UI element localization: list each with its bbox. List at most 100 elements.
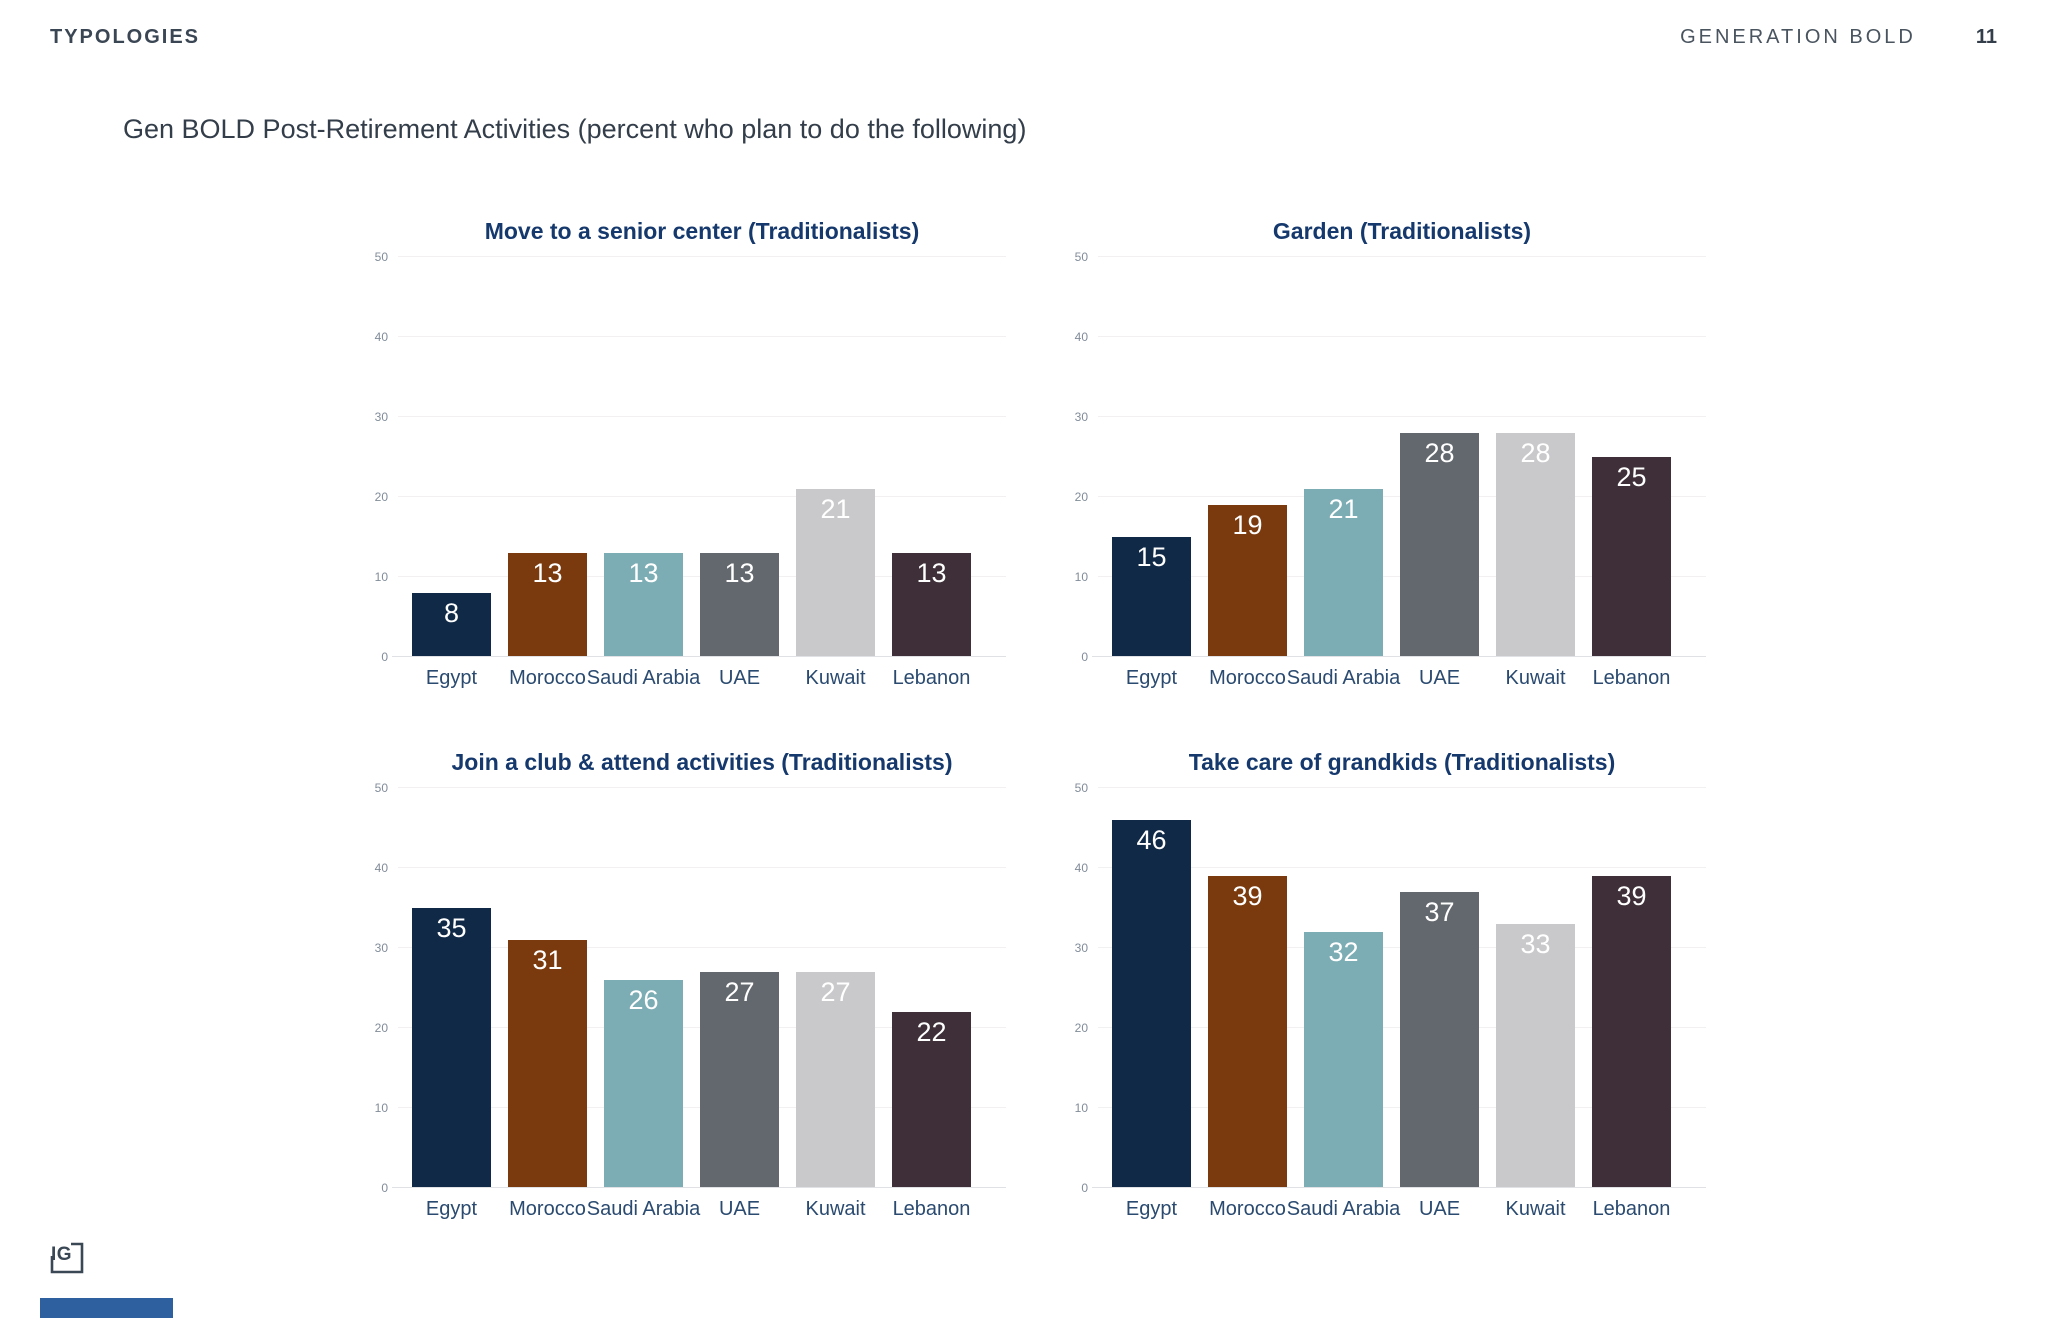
x-axis-label: Lebanon — [1592, 667, 1671, 689]
plot-area: 0 10 20 30 40 50 8 Egypt 13 Morocco 13 Saudi Arabia… — [375, 250, 1006, 689]
bar: 39 — [1592, 876, 1671, 1188]
bar: 37 — [1400, 892, 1479, 1188]
plot-area: 0 10 20 30 40 50 15 Egypt 19 Morocco 21 Saudi Arabi… — [1075, 250, 1706, 689]
bar: 32 — [1304, 932, 1383, 1188]
x-axis-label: UAE — [718, 1198, 761, 1220]
gridline — [398, 336, 1006, 337]
y-axis-tick: 30 — [1074, 941, 1088, 955]
ig-logo: IG — [47, 1240, 87, 1281]
gridline — [1098, 336, 1706, 337]
chart-join-a-club: Join a club & attend activities (Traditi… — [336, 741, 1006, 1246]
x-axis-label: Kuwait — [805, 1198, 866, 1220]
gridline — [1098, 867, 1706, 868]
page-title: Gen BOLD Post-Retirement Activities (per… — [123, 114, 1027, 144]
bar: 13 — [508, 553, 587, 657]
gridline — [398, 947, 1006, 948]
chart-title: Move to a senior center (Traditionalists… — [484, 218, 920, 244]
bar-value-label: 22 — [916, 1017, 947, 1047]
x-axis-label: UAE — [1418, 667, 1461, 689]
y-axis-tick: 30 — [374, 410, 388, 424]
bar: 8 — [412, 593, 491, 657]
page-number: 11 — [1975, 26, 1997, 48]
y-axis-tick: 0 — [1081, 650, 1088, 664]
bar-value-label: 39 — [1232, 881, 1263, 911]
chart-title: Join a club & attend activities (Traditi… — [451, 749, 953, 775]
x-axis-label: Egypt — [1125, 1198, 1178, 1220]
section-label: TYPOLOGIES — [50, 26, 201, 48]
y-axis-tick: 10 — [374, 570, 388, 584]
bar: 21 — [796, 489, 875, 657]
gridline — [1098, 787, 1706, 788]
bar-value-label: 37 — [1424, 897, 1455, 927]
header: TYPOLOGIES GENERATION BOLD 11 — [50, 26, 1997, 56]
bar-value-label: 35 — [436, 913, 467, 943]
y-axis-tick: 40 — [374, 330, 388, 344]
bar-value-label: 27 — [724, 977, 755, 1007]
plot-area: 0 10 20 30 40 50 46 Egypt 39 Morocco 32 Saudi Arabi… — [1075, 781, 1706, 1220]
y-axis-tick: 10 — [1074, 1101, 1088, 1115]
y-axis-tick: 20 — [374, 490, 388, 504]
bar: 13 — [892, 553, 971, 657]
bar-value-label: 28 — [1520, 438, 1551, 468]
x-axis-label: Lebanon — [1592, 1198, 1671, 1220]
footer-accent-bar — [40, 1298, 173, 1318]
y-axis-tick: 0 — [1081, 1181, 1088, 1195]
bar-value-label: 15 — [1136, 542, 1167, 572]
x-axis-label: Morocco — [509, 667, 586, 689]
bar: 27 — [796, 972, 875, 1188]
y-axis-tick: 20 — [1074, 490, 1088, 504]
bar-value-label: 32 — [1328, 937, 1359, 967]
bar-value-label: 25 — [1616, 462, 1647, 492]
y-axis-tick: 0 — [381, 650, 388, 664]
bar: 22 — [892, 1012, 971, 1188]
bar: 13 — [604, 553, 683, 657]
x-axis-label: Saudi Arabia — [1286, 667, 1401, 689]
bar: 27 — [700, 972, 779, 1188]
bar-value-label: 19 — [1232, 510, 1263, 540]
bar: 28 — [1400, 433, 1479, 657]
x-axis-label: Morocco — [1209, 1198, 1286, 1220]
bar: 28 — [1496, 433, 1575, 657]
header-right: GENERATION BOLD 11 — [1680, 26, 1997, 49]
y-axis-tick: 50 — [374, 250, 388, 264]
bar-value-label: 46 — [1136, 825, 1167, 855]
y-axis-tick: 40 — [1074, 861, 1088, 875]
bar-value-label: 13 — [532, 558, 563, 588]
x-axis-label: Saudi Arabia — [1286, 1198, 1401, 1220]
x-axis-label: Morocco — [1209, 667, 1286, 689]
gridline — [398, 256, 1006, 257]
x-axis-label: Egypt — [1125, 667, 1178, 689]
x-axis-label: Egypt — [425, 1198, 478, 1220]
gridline — [398, 787, 1006, 788]
bar: 25 — [1592, 457, 1671, 657]
y-axis-tick: 10 — [374, 1101, 388, 1115]
x-axis-label: Kuwait — [1505, 1198, 1566, 1220]
logo-text: IG — [51, 1244, 72, 1265]
chart-title: Garden (Traditionalists) — [1272, 218, 1532, 244]
gridline — [1098, 416, 1706, 417]
x-axis-label: Saudi Arabia — [586, 667, 701, 689]
y-axis-tick: 50 — [1074, 781, 1088, 795]
gridline — [398, 496, 1006, 497]
chart-take-care-of-grandkids: Take care of grandkids (Traditionalists)… — [1036, 741, 1706, 1246]
y-axis-tick: 10 — [1074, 570, 1088, 584]
x-axis-label: Lebanon — [892, 1198, 971, 1220]
x-axis-label: Saudi Arabia — [586, 1198, 701, 1220]
x-axis-label: UAE — [1418, 1198, 1461, 1220]
y-axis-tick: 50 — [1074, 250, 1088, 264]
x-axis-label: Egypt — [425, 667, 478, 689]
y-axis-tick: 50 — [374, 781, 388, 795]
bar-value-label: 8 — [443, 598, 460, 628]
y-axis-tick: 40 — [1074, 330, 1088, 344]
x-axis-label: UAE — [718, 667, 761, 689]
bar-value-label: 26 — [628, 985, 659, 1015]
x-axis-label: Kuwait — [805, 667, 866, 689]
gridline — [398, 867, 1006, 868]
plot-area: 0 10 20 30 40 50 35 Egypt 31 Morocco 26 Saudi Arabi… — [375, 781, 1006, 1220]
bar-value-label: 21 — [820, 494, 851, 524]
gridline — [1098, 256, 1706, 257]
chart-title: Take care of grandkids (Traditionalists) — [1188, 749, 1616, 775]
y-axis-tick: 0 — [381, 1181, 388, 1195]
bar-value-label: 28 — [1424, 438, 1455, 468]
